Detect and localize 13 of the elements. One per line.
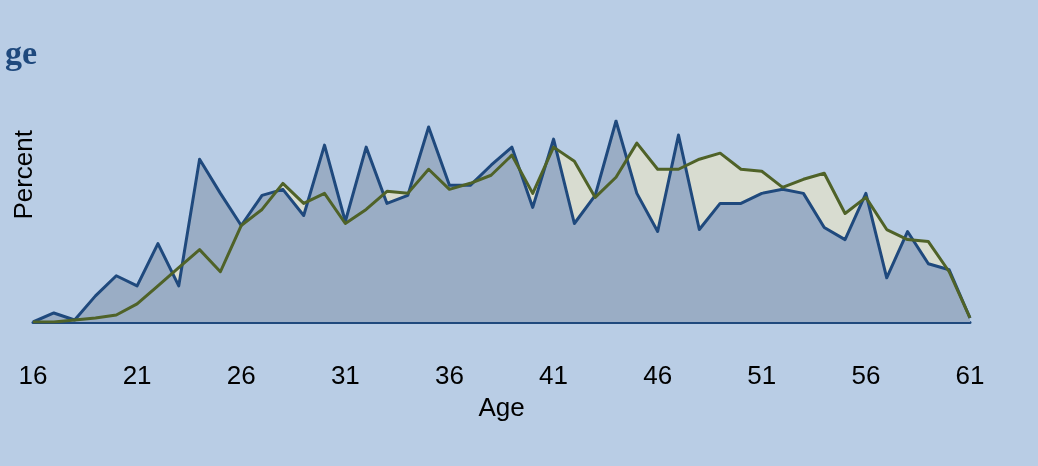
chart-title: ge: [5, 33, 38, 71]
x-tick-label: 26: [226, 360, 256, 390]
x-tick-label: 31: [330, 360, 360, 390]
x-tick-label: 51: [747, 360, 777, 390]
x-axis-title: Age: [478, 392, 525, 422]
x-tick-label: 56: [851, 360, 881, 390]
x-tick-label: 21: [122, 360, 152, 390]
x-tick-label: 46: [643, 360, 673, 390]
x-tick-label: 36: [434, 360, 464, 390]
x-tick-label: 41: [539, 360, 569, 390]
x-tick-label: 61: [955, 360, 985, 390]
y-axis-title: Percent: [8, 129, 38, 220]
x-tick-label: 16: [18, 360, 48, 390]
